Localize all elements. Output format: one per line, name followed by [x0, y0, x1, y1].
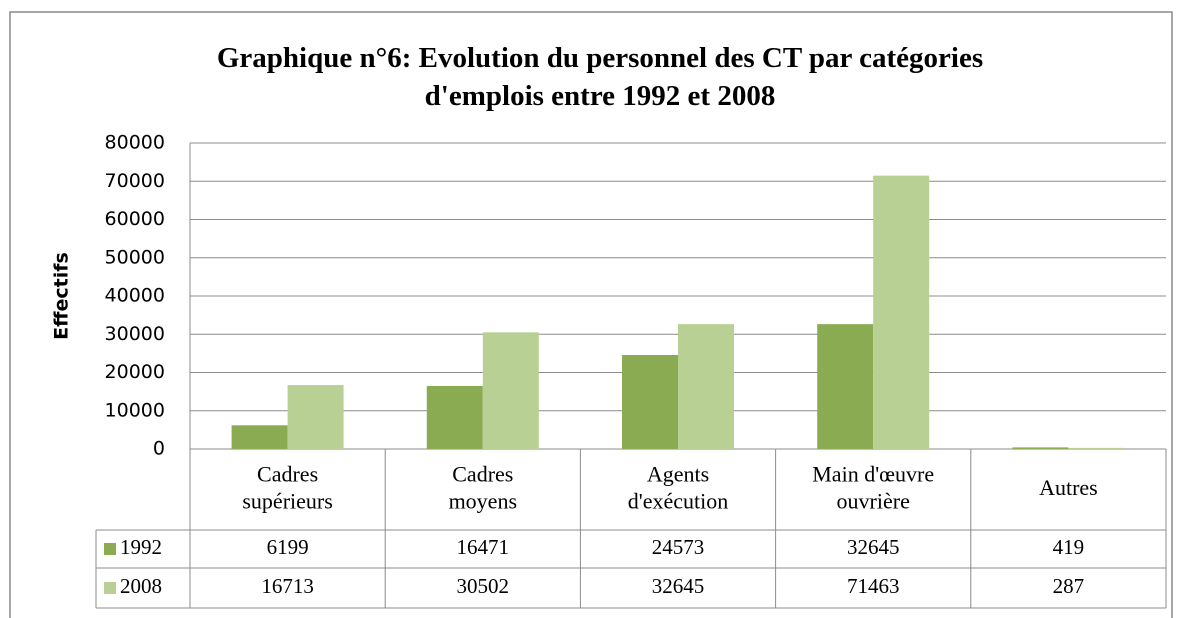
category-label: Cadres moyens [449, 462, 517, 514]
y-tick-label: 30000 [105, 323, 165, 345]
bar [873, 175, 930, 449]
bar [231, 425, 288, 449]
y-tick-label: 10000 [105, 399, 165, 421]
category-label: Agents d'exécution [628, 462, 728, 514]
chart-frame [9, 11, 1173, 618]
data-label: 32645 [847, 535, 900, 559]
data-label: 16471 [457, 535, 510, 559]
chart-title: Graphique n°6: Evolution du personnel de… [217, 42, 983, 112]
category-label: Cadres supérieurs [242, 462, 332, 514]
data-label: 32645 [652, 574, 705, 598]
data-label: 71463 [847, 574, 900, 598]
data-label: 24573 [652, 535, 705, 559]
category-label: Autres [1039, 475, 1098, 500]
y-tick-label: 80000 [105, 132, 165, 154]
bar [622, 355, 678, 449]
y-tick-label: 20000 [105, 361, 165, 383]
y-tick-label: 70000 [105, 170, 165, 192]
bar [426, 385, 483, 449]
data-label: 16713 [261, 574, 314, 598]
data-label: 30502 [457, 574, 510, 598]
bar [1012, 447, 1069, 449]
y-tick-label: 60000 [105, 208, 165, 230]
data-label: 287 [1053, 574, 1085, 598]
bar [1068, 447, 1125, 449]
legend-label: 2008 [120, 574, 162, 598]
bar [482, 332, 539, 449]
y-tick-label: 40000 [105, 285, 165, 307]
legend-swatch [104, 582, 116, 594]
bar [817, 324, 874, 449]
legend-label: 1992 [120, 535, 162, 559]
category-label: Main d'œuvre ouvrière [812, 462, 934, 514]
data-label: 419 [1053, 535, 1085, 559]
y-tick-label: 50000 [105, 246, 165, 268]
bar [678, 324, 734, 449]
bar [287, 385, 344, 449]
data-label: 6199 [267, 535, 309, 559]
y-axis-label: Effectifs [51, 252, 73, 340]
legend-swatch [104, 543, 116, 555]
y-tick-label: 0 [153, 438, 165, 460]
